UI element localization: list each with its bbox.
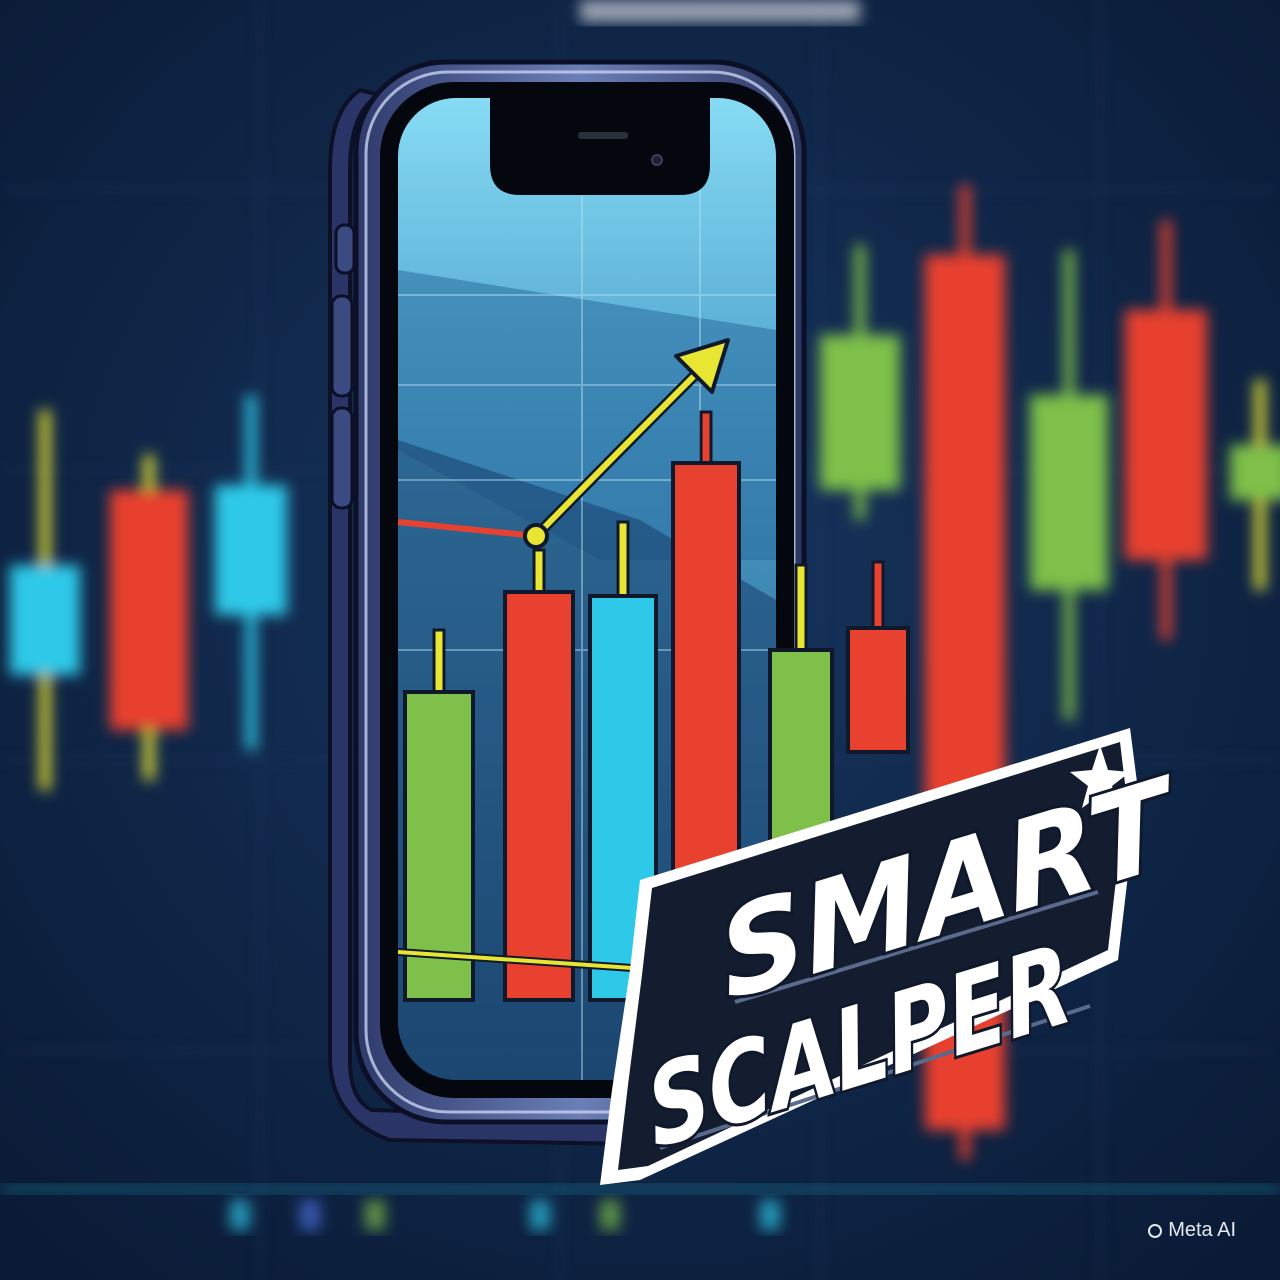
background-candle-body [215,485,287,615]
phone-volume-up-button [330,294,354,398]
red-trend-line [397,519,537,539]
arrow-head-icon [674,338,730,394]
screen-candle-wick [432,628,446,694]
blurred-bottom-strip [0,1185,1280,1193]
background-candle-body [820,335,900,490]
screen-candle-body [403,690,475,1002]
trend-lines [397,338,730,976]
screen-candle-body [846,626,910,754]
background-candles [10,185,1280,1160]
background-candle-body [1125,310,1207,560]
logo-plate [618,742,1126,1170]
blurred-top-bar [580,0,860,22]
blurred-bottom-marks [230,1200,780,1230]
meta-ai-ring-icon [1148,1223,1163,1238]
background-candle-body [1030,395,1108,590]
phone-silent-switch [334,223,356,275]
background-candle-body [1230,445,1280,500]
phone-speaker [578,132,628,139]
phone-camera [651,154,663,166]
logo-underline [659,1004,1091,1150]
screen-candle-wick [616,520,630,598]
screen-candle-wick [794,563,808,652]
watermark-text: Meta AI [1168,1219,1236,1241]
phone-notch [490,98,710,195]
background-candle-body [110,490,188,730]
screen-candle-wick [871,560,885,630]
screen-candle-wick [699,410,713,465]
screen-candle-wick [532,548,546,594]
background-candle-body [10,565,80,675]
logo-star-icon [1070,745,1130,808]
phone-volume-down-button [330,406,354,510]
screen-candle-body [503,590,575,1002]
yellow-trend-arrow [533,355,715,539]
logo-divider-line [734,890,1099,1004]
watermark: Meta AI [1148,1219,1236,1242]
phone-side [328,87,702,1148]
trend-point [523,523,549,549]
